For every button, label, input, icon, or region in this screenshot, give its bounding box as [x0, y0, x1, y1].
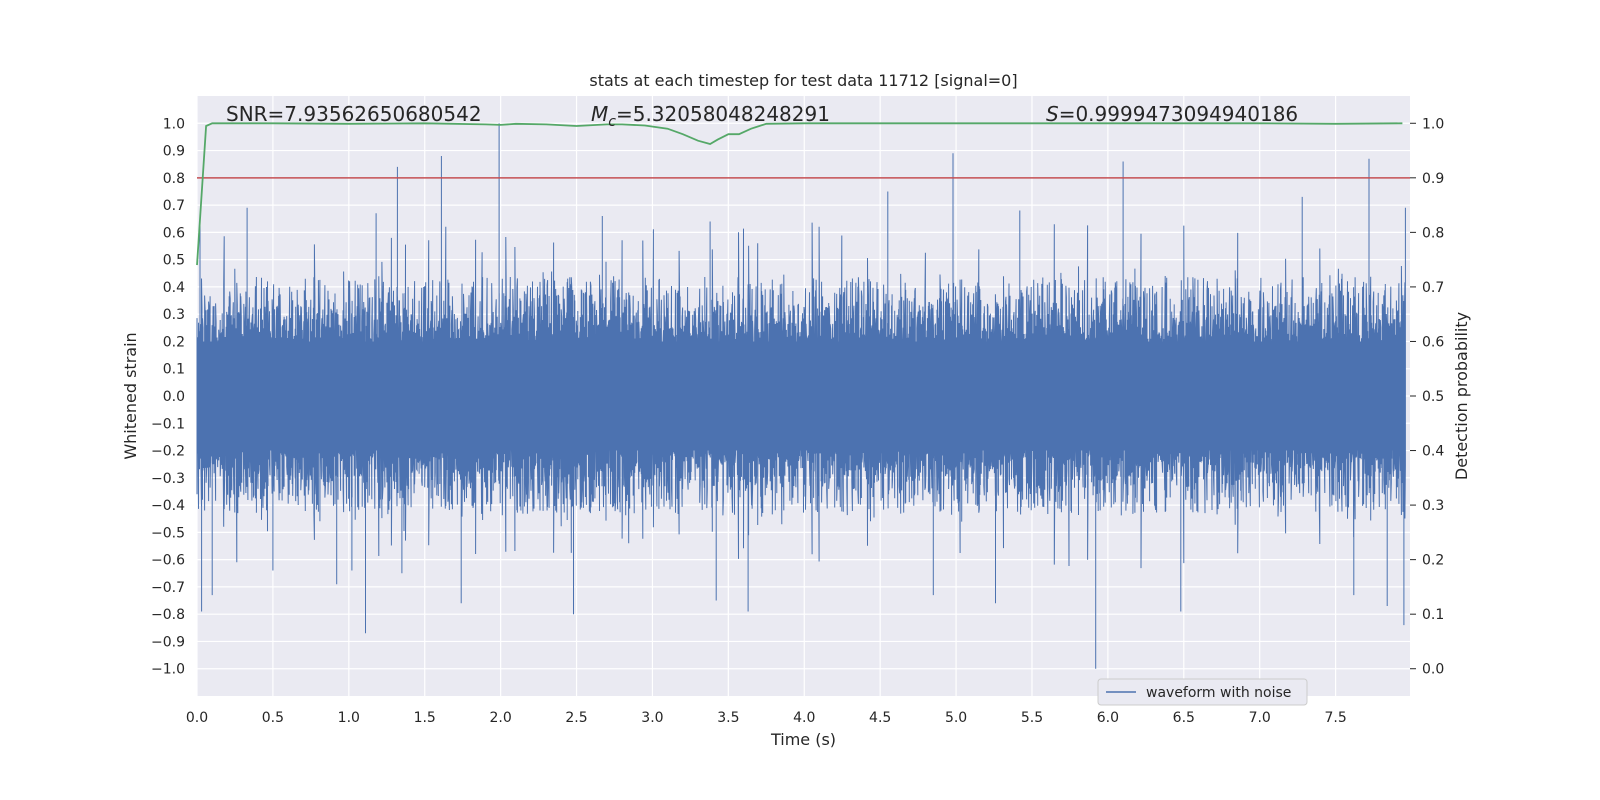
y2-axis-ticks: 1.0 0.9 0.8 0.7 0.6 0.5 0.4 0.3 0.2 0.1 0.0	[1410, 116, 1444, 678]
series-detection-probability	[196, 122, 1403, 266]
y-axis-ticks: 1.0 0.9 0.8 0.7 0.6 0.5 0.4 0.3 0.2 0.1 0.0 −0.1 −0.…	[151, 116, 185, 677]
y-tick-label: 0.6	[163, 225, 185, 241]
y-tick-label: 1.0	[163, 116, 185, 132]
x-tick-label: 6.5	[1173, 710, 1195, 726]
x-tick-label: 1.5	[414, 710, 436, 726]
x-tick-label: 2.5	[565, 710, 587, 726]
y-tick-label: −0.9	[151, 634, 185, 650]
x-tick-label: 4.5	[869, 710, 891, 726]
x-tick-label: 0.0	[186, 710, 208, 726]
y-tick-label: −0.2	[151, 444, 185, 460]
mc-value: =5.32058048248291	[616, 102, 830, 126]
x-tick-label: 1.0	[338, 710, 360, 726]
x-tick-label: 2.0	[489, 710, 511, 726]
y-tick-label: −0.3	[151, 471, 185, 487]
x-tick-label: 6.0	[1097, 710, 1119, 726]
y-tick-label: 0.1	[163, 362, 185, 378]
y-tick-label: −0.1	[151, 416, 185, 432]
y2-tick-label: 0.8	[1422, 225, 1444, 241]
y-tick-label: −1.0	[151, 662, 185, 678]
s-value: =0.9999473094940186	[1059, 102, 1298, 126]
y2-axis-label: Detection probability	[1452, 312, 1471, 480]
chart-title: stats at each timestep for test data 117…	[589, 71, 1017, 90]
x-axis-ticks: 0.0 0.5 1.0 1.5 2.0 2.5 3.0 3.5 4.0 4.5 5.0 5.5 6.0 6…	[186, 710, 1347, 726]
annotation-snr: SNR=7.93562650680542	[226, 102, 482, 126]
x-tick-label: 5.5	[1021, 710, 1043, 726]
x-tick-label: 5.0	[945, 710, 967, 726]
y-tick-label: −0.4	[151, 498, 185, 514]
y2-tick-label: 0.7	[1422, 280, 1444, 296]
y2-tick-label: 0.2	[1422, 553, 1444, 569]
x-tick-label: 4.0	[793, 710, 815, 726]
y2-tick-label: 0.5	[1422, 389, 1444, 405]
x-tick-label: 3.0	[641, 710, 663, 726]
y-tick-label: 0.5	[163, 253, 185, 269]
x-tick-label: 7.0	[1249, 710, 1271, 726]
y-tick-label: −0.6	[151, 553, 185, 569]
x-axis-label: Time (s)	[770, 730, 836, 749]
annotation-chirp-mass: Mc=5.32058048248291	[591, 102, 830, 130]
y2-tick-label: 0.6	[1422, 334, 1444, 350]
annotation-s: S=0.9999473094940186	[1046, 102, 1298, 126]
y-tick-label: −0.7	[151, 580, 185, 596]
legend-box	[1097, 678, 1308, 706]
y2-tick-label: 0.0	[1422, 662, 1444, 678]
series-waveform-with-noise	[196, 123, 1406, 669]
y2-tick-label: 0.4	[1422, 444, 1444, 460]
y-tick-label: 0.9	[163, 144, 185, 160]
y-axis-label: Whitened strain	[121, 332, 140, 459]
mc-symbol: M	[591, 102, 608, 126]
y2-tick-label: 1.0	[1422, 116, 1444, 132]
legend: waveform with noise	[1097, 678, 1308, 706]
x-tick-label: 3.5	[717, 710, 739, 726]
waveform-dense-band	[197, 341, 1406, 451]
y-tick-label: 0.4	[163, 280, 185, 296]
y2-tick-label: 0.1	[1422, 607, 1444, 623]
waveform-layer	[196, 123, 1406, 669]
y-tick-label: 0.0	[163, 389, 185, 405]
y-tick-label: −0.5	[151, 525, 185, 541]
y2-tick-label: 0.3	[1422, 498, 1444, 514]
y-tick-label: −0.8	[151, 607, 185, 623]
mc-subscript: c	[608, 114, 616, 130]
x-tick-label: 0.5	[262, 710, 284, 726]
y-tick-label: 0.2	[163, 334, 185, 350]
legend-entry-waveform: waveform with noise	[1146, 685, 1291, 701]
x-tick-label: 7.5	[1324, 710, 1346, 726]
y-tick-label: 0.8	[163, 171, 185, 187]
y-tick-label: 0.7	[163, 198, 185, 214]
y2-tick-label: 0.9	[1422, 171, 1444, 187]
y-tick-label: 0.3	[163, 307, 185, 323]
s-symbol: S	[1046, 102, 1059, 126]
